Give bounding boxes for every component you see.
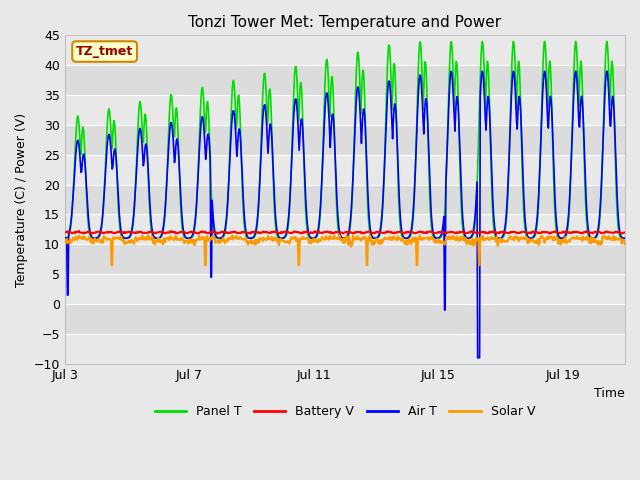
Bar — [65, 155, 625, 185]
X-axis label: Time: Time — [595, 387, 625, 400]
Bar — [65, 215, 625, 244]
Bar — [65, 334, 625, 364]
Bar — [65, 274, 625, 304]
Y-axis label: Temperature (C) / Power (V): Temperature (C) / Power (V) — [15, 112, 28, 287]
Text: TZ_tmet: TZ_tmet — [76, 45, 133, 58]
Bar — [65, 95, 625, 125]
Title: Tonzi Tower Met: Temperature and Power: Tonzi Tower Met: Temperature and Power — [188, 15, 502, 30]
Bar — [65, 36, 625, 65]
Legend: Panel T, Battery V, Air T, Solar V: Panel T, Battery V, Air T, Solar V — [150, 400, 540, 423]
